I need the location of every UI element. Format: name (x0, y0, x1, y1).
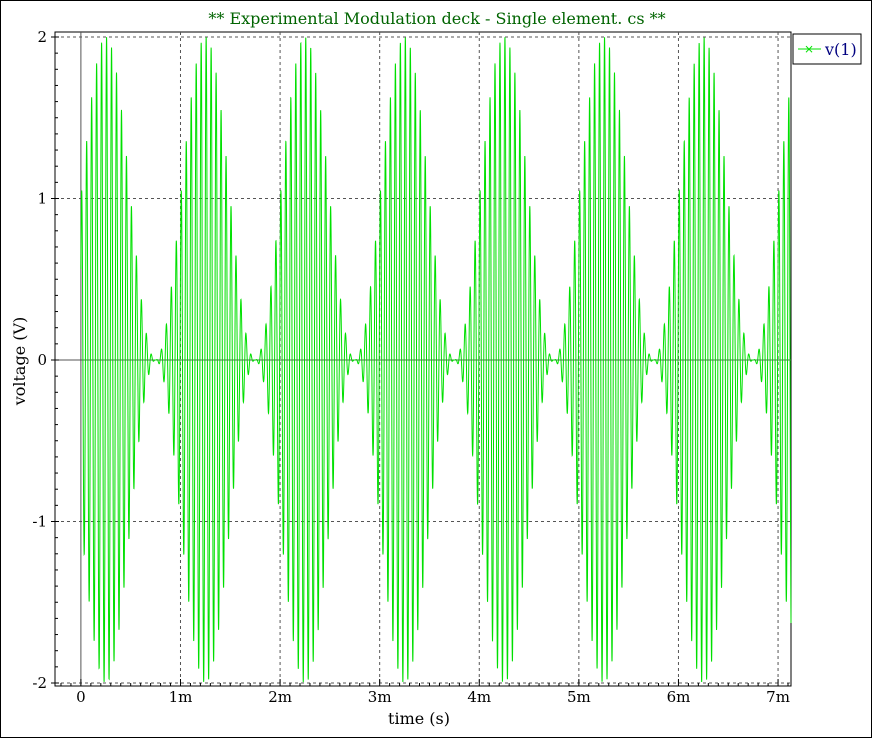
legend-label-v1: v(1) (824, 40, 857, 59)
x-tick-label: 1m (169, 688, 193, 706)
x-tick-label: 3m (368, 688, 392, 706)
axis-ticks: 2 1 0 -1 -2 0 1m 2m 3m 4m 5m 6m 7m (32, 28, 790, 706)
y-tick-label: 2 (37, 28, 47, 46)
y-axis-label: voltage (V) (10, 317, 29, 407)
x-tick-label: 5m (567, 688, 591, 706)
x-tick-label: 4m (467, 688, 491, 706)
legend: × v(1) (792, 33, 862, 65)
chart-title: ** Experimental Modulation deck - Single… (208, 9, 665, 28)
x-axis-label: time (s) (388, 709, 450, 728)
y-tick-label: -1 (32, 513, 47, 531)
y-tick-label: 0 (37, 351, 47, 369)
series-layer (80, 37, 792, 683)
y-tick-label: 1 (37, 190, 47, 208)
x-tick-label: 7m (766, 688, 790, 706)
x-tick-label: 2m (268, 688, 292, 706)
legend-marker-icon: × (804, 42, 814, 56)
series-line-v1 (80, 37, 792, 683)
y-tick-label: -2 (32, 674, 47, 692)
x-tick-label: 6m (667, 688, 691, 706)
x-tick-label: 0 (76, 688, 86, 706)
